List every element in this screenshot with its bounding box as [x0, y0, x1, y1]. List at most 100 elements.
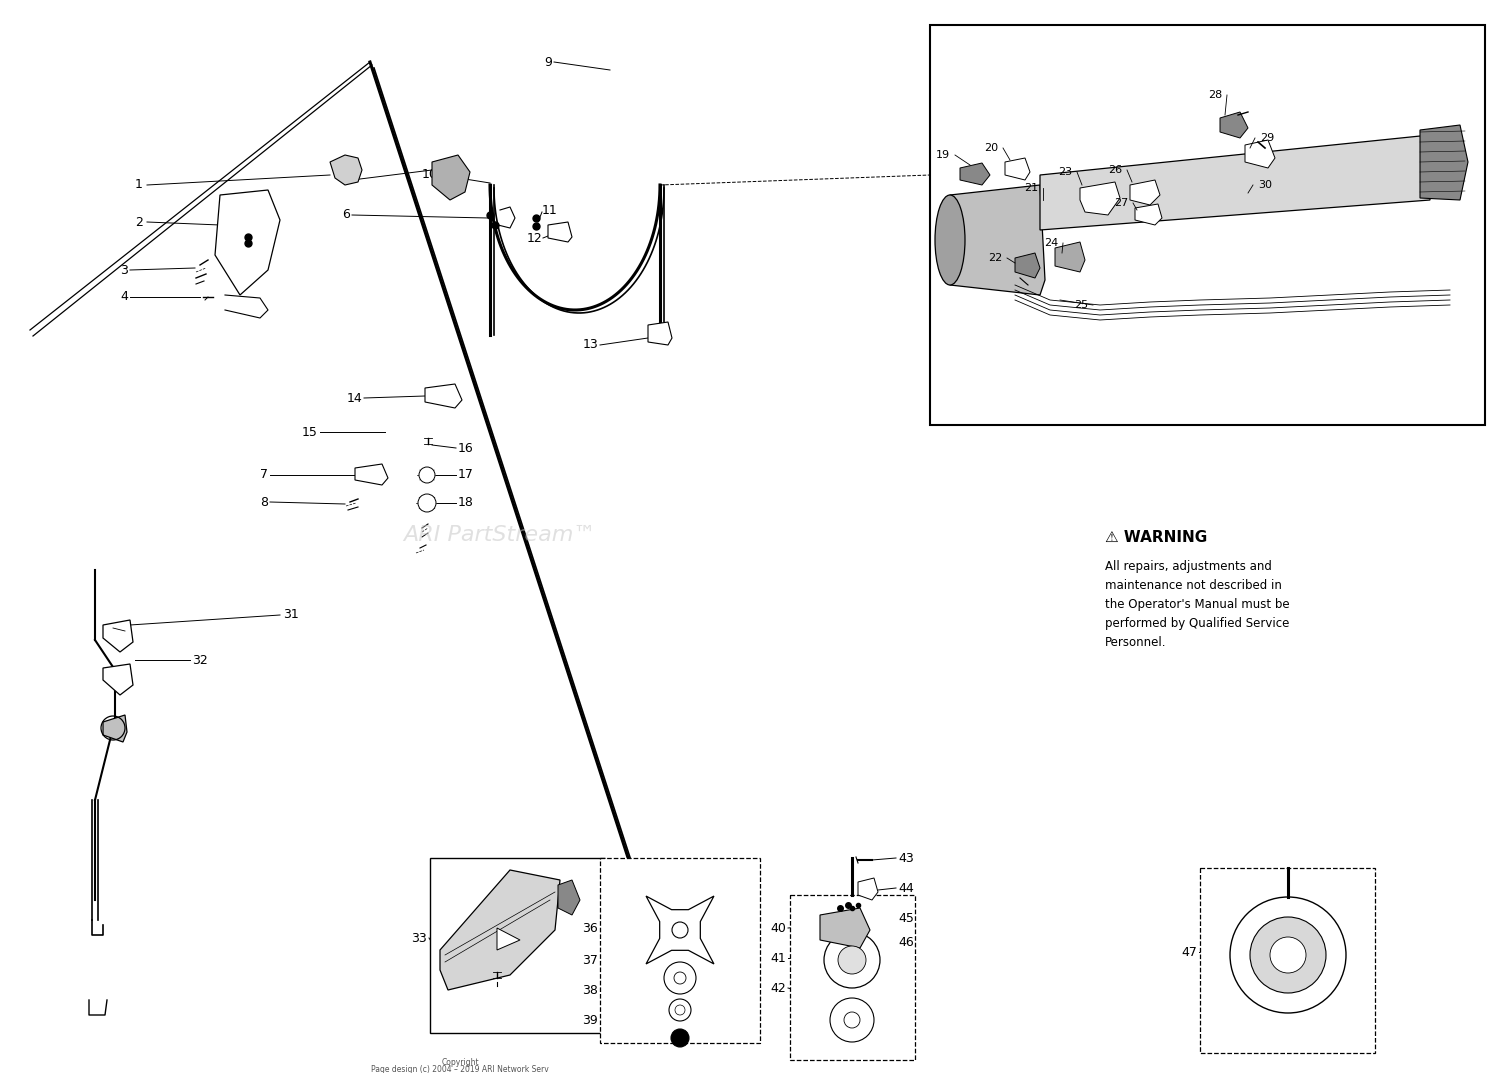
Polygon shape	[558, 880, 580, 915]
Text: 16: 16	[458, 441, 474, 455]
Circle shape	[419, 494, 436, 512]
Text: 30: 30	[1258, 180, 1272, 190]
Polygon shape	[1420, 124, 1468, 200]
Text: 24: 24	[1044, 238, 1058, 248]
Bar	[790, 895, 915, 1060]
Text: 6: 6	[342, 208, 350, 221]
Polygon shape	[440, 870, 560, 990]
Text: 17: 17	[458, 469, 474, 482]
Text: 26: 26	[1108, 165, 1122, 175]
Text: 14: 14	[346, 392, 362, 405]
Text: Page design (c) 2004 – 2019 ARI Network Serv: Page design (c) 2004 – 2019 ARI Network …	[370, 1065, 549, 1073]
Text: 8: 8	[260, 496, 268, 509]
Text: All repairs, adjustments and
maintenance not described in
the Operator's Manual : All repairs, adjustments and maintenance…	[1106, 560, 1290, 649]
Polygon shape	[646, 896, 714, 964]
Polygon shape	[858, 878, 877, 900]
Text: 3: 3	[120, 264, 128, 277]
Circle shape	[674, 972, 686, 984]
Text: 7: 7	[260, 469, 268, 482]
Polygon shape	[104, 620, 134, 652]
Text: 5: 5	[342, 174, 350, 187]
Text: 31: 31	[284, 608, 298, 621]
Polygon shape	[1054, 242, 1084, 271]
Polygon shape	[496, 928, 520, 950]
Text: 44: 44	[898, 882, 914, 895]
Text: 40: 40	[770, 922, 786, 935]
Text: 18: 18	[458, 497, 474, 510]
Text: 38: 38	[582, 984, 598, 997]
Polygon shape	[1220, 112, 1248, 138]
Text: 23: 23	[1058, 167, 1072, 177]
Text: 19: 19	[936, 150, 950, 160]
Text: 41: 41	[771, 952, 786, 965]
Circle shape	[419, 467, 435, 483]
Text: 25: 25	[1074, 300, 1088, 310]
Text: 47: 47	[1180, 945, 1197, 958]
Text: 20: 20	[984, 143, 998, 153]
Text: 34: 34	[462, 952, 478, 965]
Polygon shape	[1080, 182, 1120, 215]
Text: 37: 37	[582, 954, 598, 967]
Polygon shape	[648, 322, 672, 346]
Text: 43: 43	[898, 852, 914, 865]
Polygon shape	[1040, 135, 1430, 230]
Text: Copyright: Copyright	[441, 1058, 479, 1067]
Circle shape	[844, 1012, 859, 1028]
Text: 35: 35	[462, 973, 478, 986]
Polygon shape	[104, 715, 128, 743]
Text: 21: 21	[1024, 183, 1038, 193]
Polygon shape	[1005, 158, 1031, 180]
Polygon shape	[1016, 253, 1040, 278]
Circle shape	[824, 932, 880, 988]
Polygon shape	[960, 163, 990, 185]
Text: ARI PartStream™: ARI PartStream™	[404, 525, 597, 545]
Circle shape	[1250, 917, 1326, 993]
Circle shape	[664, 962, 696, 994]
Circle shape	[839, 946, 866, 974]
Polygon shape	[214, 190, 280, 295]
Circle shape	[1270, 937, 1306, 973]
Bar	[930, 25, 1485, 425]
Polygon shape	[356, 464, 388, 485]
Text: 9: 9	[544, 56, 552, 69]
Text: 45: 45	[898, 911, 914, 925]
Text: ⚠ WARNING: ⚠ WARNING	[1106, 530, 1208, 545]
Text: 27: 27	[1113, 199, 1128, 208]
Polygon shape	[1130, 180, 1160, 205]
Polygon shape	[104, 664, 134, 695]
Text: 28: 28	[1208, 90, 1222, 100]
Text: 29: 29	[1260, 133, 1274, 143]
Polygon shape	[330, 155, 362, 185]
Circle shape	[670, 1029, 688, 1047]
Text: 11: 11	[542, 204, 558, 217]
Circle shape	[1230, 897, 1346, 1013]
Text: 42: 42	[771, 982, 786, 995]
Text: 36: 36	[582, 922, 598, 935]
Text: 15: 15	[302, 426, 318, 439]
Text: 13: 13	[582, 338, 598, 352]
Text: 33: 33	[411, 931, 428, 944]
Text: 4: 4	[120, 291, 128, 304]
Text: 39: 39	[582, 1014, 598, 1027]
Bar	[600, 858, 760, 1043]
Bar	[430, 858, 604, 1033]
Text: 10: 10	[422, 168, 438, 181]
Bar	[1200, 868, 1376, 1053]
Polygon shape	[821, 908, 870, 949]
Circle shape	[830, 998, 874, 1042]
Text: 2: 2	[135, 216, 142, 229]
Polygon shape	[432, 155, 470, 200]
Circle shape	[675, 1005, 686, 1015]
Text: 22: 22	[987, 253, 1002, 263]
Circle shape	[672, 922, 688, 938]
Polygon shape	[1136, 204, 1162, 225]
Polygon shape	[548, 222, 572, 242]
Text: 12: 12	[526, 232, 542, 245]
Circle shape	[669, 999, 692, 1021]
Text: 32: 32	[192, 653, 207, 666]
Polygon shape	[424, 384, 462, 408]
Text: 1: 1	[135, 178, 142, 191]
Text: 46: 46	[898, 936, 914, 949]
Polygon shape	[1245, 139, 1275, 168]
Ellipse shape	[934, 195, 964, 285]
